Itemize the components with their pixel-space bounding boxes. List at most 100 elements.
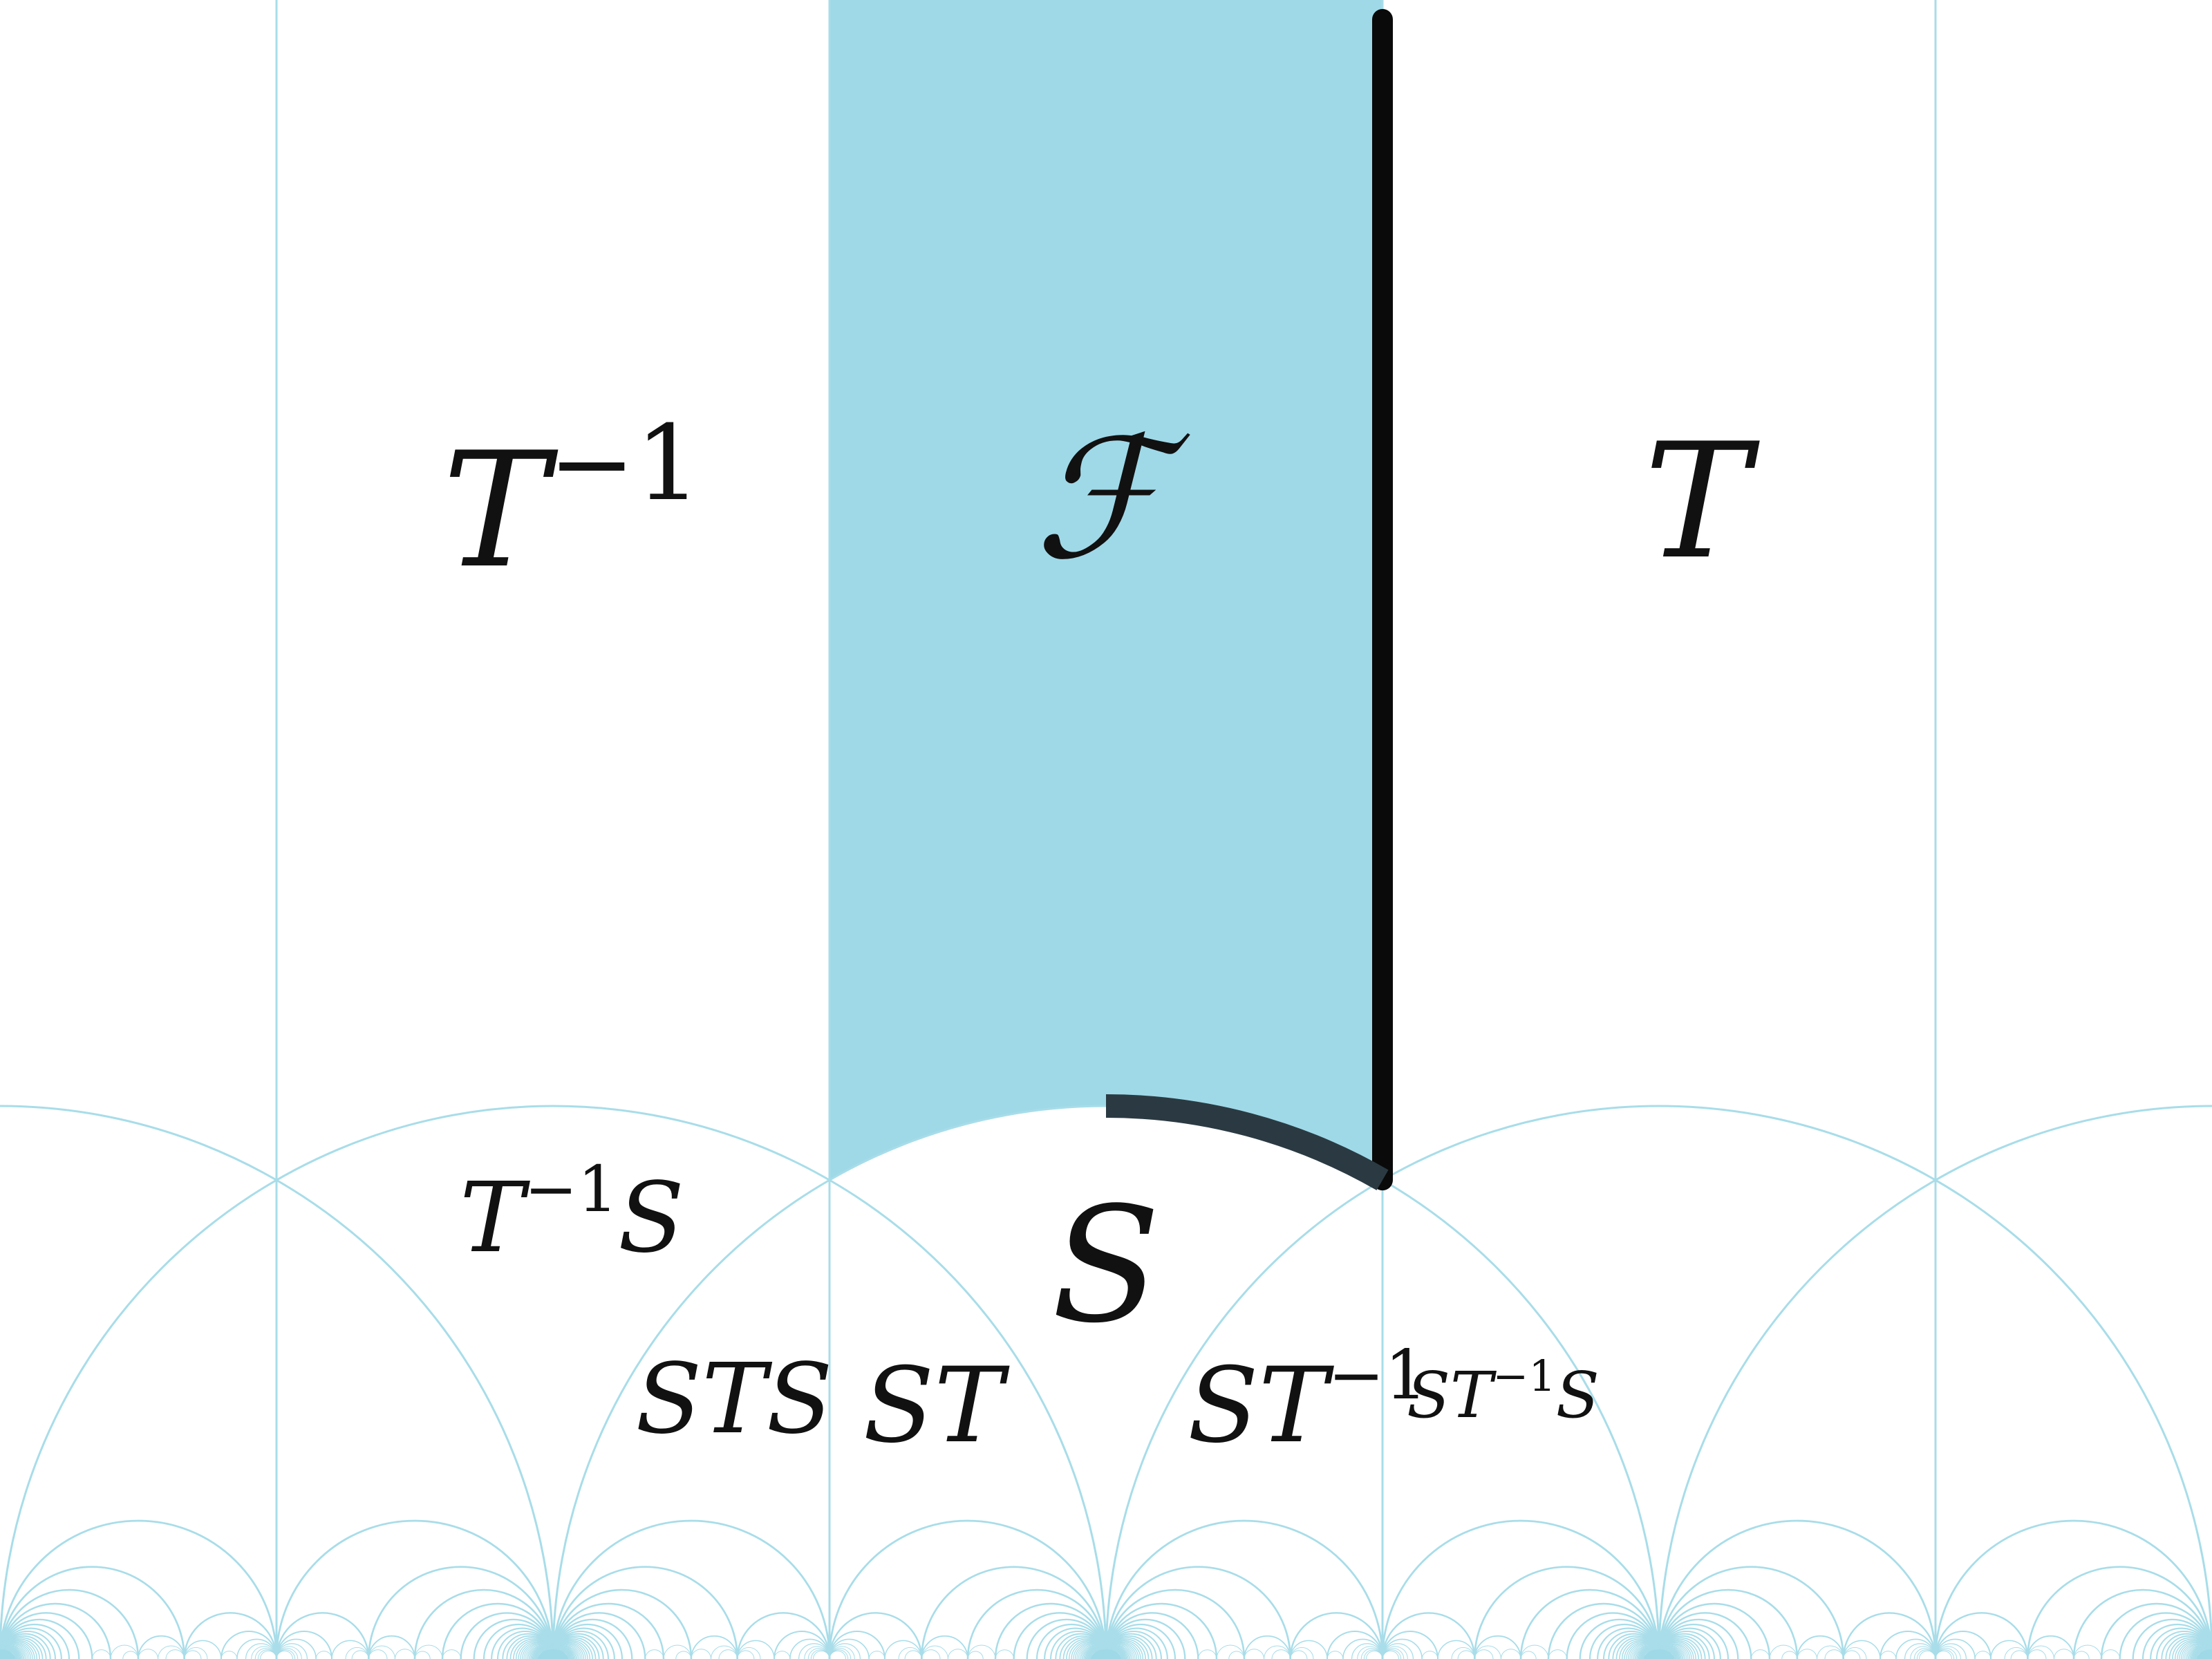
tessellation-arc	[884, 1640, 923, 1659]
tessellation-arc	[1289, 1612, 1384, 1659]
tessellation-arc	[737, 1650, 755, 1659]
tessellation-arc	[1105, 1602, 1218, 1659]
tessellation-arc	[711, 1645, 738, 1659]
tessellation-arc	[691, 1649, 712, 1659]
tessellation-arc	[737, 1647, 761, 1659]
tessellation-arc	[2073, 1651, 2090, 1659]
tessellation-arc	[1500, 1649, 1521, 1659]
tessellation-arc	[236, 1638, 277, 1659]
tessellation-arc	[947, 1649, 968, 1659]
tessellation-arc	[1451, 1647, 1475, 1659]
label-t-inverse-s-pre: T	[460, 1162, 530, 1275]
tessellation-arc	[1797, 1649, 1818, 1659]
tessellation-arc	[1935, 1631, 1991, 1659]
tessellation-arc	[663, 1644, 692, 1659]
fundamental-domain-bottom-arc	[1105, 1094, 1389, 1190]
tessellation-arc	[394, 1649, 415, 1659]
tessellation-arc	[1327, 1631, 1383, 1659]
label-st-inverse-s-sup: −1	[1492, 1351, 1555, 1401]
tessellation-arc	[1228, 1651, 1245, 1659]
cusp-dot	[2197, 1649, 2212, 1659]
tessellation-arc	[828, 1612, 923, 1659]
tessellation-arc	[1437, 1640, 1476, 1659]
label-st-inverse-base: ST	[1188, 1346, 1335, 1466]
tessellation-arc	[644, 1649, 664, 1659]
tessellation-arc	[1474, 1635, 1521, 1659]
tessellation-arc	[994, 1602, 1107, 1659]
tessellation-arc	[138, 1649, 159, 1659]
label-st-inverse-s-pre: ST	[1407, 1358, 1497, 1432]
tessellation-arc	[2053, 1649, 2074, 1659]
tessellation-arc	[0, 1519, 278, 1659]
tessellation-arc	[1105, 1566, 1292, 1659]
tessellation-arc	[904, 1650, 922, 1659]
tessellation-arc	[1658, 1566, 1845, 1659]
tessellation-arc	[1381, 1612, 1476, 1659]
tessellation-arc	[1244, 1635, 1291, 1659]
fundamental-domain-region	[830, 0, 1382, 1181]
tessellation-arc	[1824, 1649, 1844, 1659]
tessellation-arc	[829, 1650, 847, 1659]
tessellation-arc	[441, 1602, 554, 1659]
tessellation-arc	[367, 1566, 554, 1659]
tessellation-arc	[183, 1640, 222, 1659]
tessellation-arc	[1519, 1588, 1660, 1659]
tessellation-arc	[1457, 1650, 1475, 1659]
tessellation-arc	[368, 1635, 415, 1659]
tessellation-arc	[1750, 1649, 1770, 1659]
tessellation-arc	[414, 1644, 443, 1659]
tessellation-arc	[184, 1647, 208, 1659]
tessellation-arc	[1934, 1612, 2029, 1659]
cusp-dot	[0, 1649, 15, 1659]
tessellation-arc	[1880, 1631, 1936, 1659]
tessellation-arc	[351, 1650, 369, 1659]
tessellation-arc	[1264, 1645, 1291, 1659]
tessellation-arc	[1290, 1650, 1308, 1659]
tessellation-arc	[1105, 1588, 1246, 1659]
tessellation-arc	[1934, 1519, 2212, 1659]
tessellation-arc	[921, 1645, 948, 1659]
tessellation-arc	[1271, 1649, 1291, 1659]
tessellation-arc	[2101, 1649, 2121, 1659]
tessellation-arc	[1658, 1519, 1937, 1659]
label-st-inverse: ST−1	[1188, 1336, 1427, 1466]
tessellation-arc	[2027, 1645, 2054, 1659]
tessellation-arc	[165, 1649, 185, 1659]
tessellation-arc	[967, 1644, 996, 1659]
tessellation-arc	[1421, 1651, 1438, 1659]
tessellation-arc	[1216, 1644, 1245, 1659]
tessellation-arc	[898, 1647, 922, 1659]
label-st: ST	[863, 1346, 1011, 1466]
tessellation-arc	[1105, 1105, 2212, 1659]
tessellation-arc	[0, 1566, 186, 1659]
tessellation-arc	[1935, 1650, 1953, 1659]
tessellation-arc	[552, 1602, 665, 1659]
tessellation-arc	[1547, 1602, 1660, 1659]
label-t: T	[1644, 410, 1760, 594]
tessellation-arc	[2010, 1650, 2028, 1659]
tessellation-arc	[736, 1640, 775, 1659]
tessellation-arc	[1474, 1649, 1494, 1659]
tessellation-arc	[345, 1647, 369, 1659]
tessellation-arc	[414, 1651, 431, 1659]
tessellation-arc	[413, 1588, 554, 1659]
label-st-inverse-s: ST−1S	[1407, 1351, 1600, 1432]
tessellation-arc	[1520, 1644, 1549, 1659]
tessellation-arc	[276, 1638, 317, 1659]
label-t-inverse-s: T−1S	[460, 1152, 684, 1275]
tessellation-arc	[368, 1645, 395, 1659]
tessellation-arc	[183, 1612, 278, 1659]
tessellation-arc	[868, 1651, 885, 1659]
tessellation-arc	[1327, 1651, 1344, 1659]
tessellation-arc	[828, 1519, 1107, 1659]
tessellation-arc	[829, 1631, 885, 1659]
label-t-inverse-s-post: S	[618, 1162, 684, 1275]
cusp-dot	[538, 1649, 568, 1659]
tessellation-arc	[675, 1651, 692, 1659]
tessellation-arc	[138, 1635, 185, 1659]
tessellation-arc	[1289, 1640, 1328, 1659]
tessellation-arc	[2072, 1588, 2212, 1659]
tessellation-arc	[552, 1519, 831, 1659]
